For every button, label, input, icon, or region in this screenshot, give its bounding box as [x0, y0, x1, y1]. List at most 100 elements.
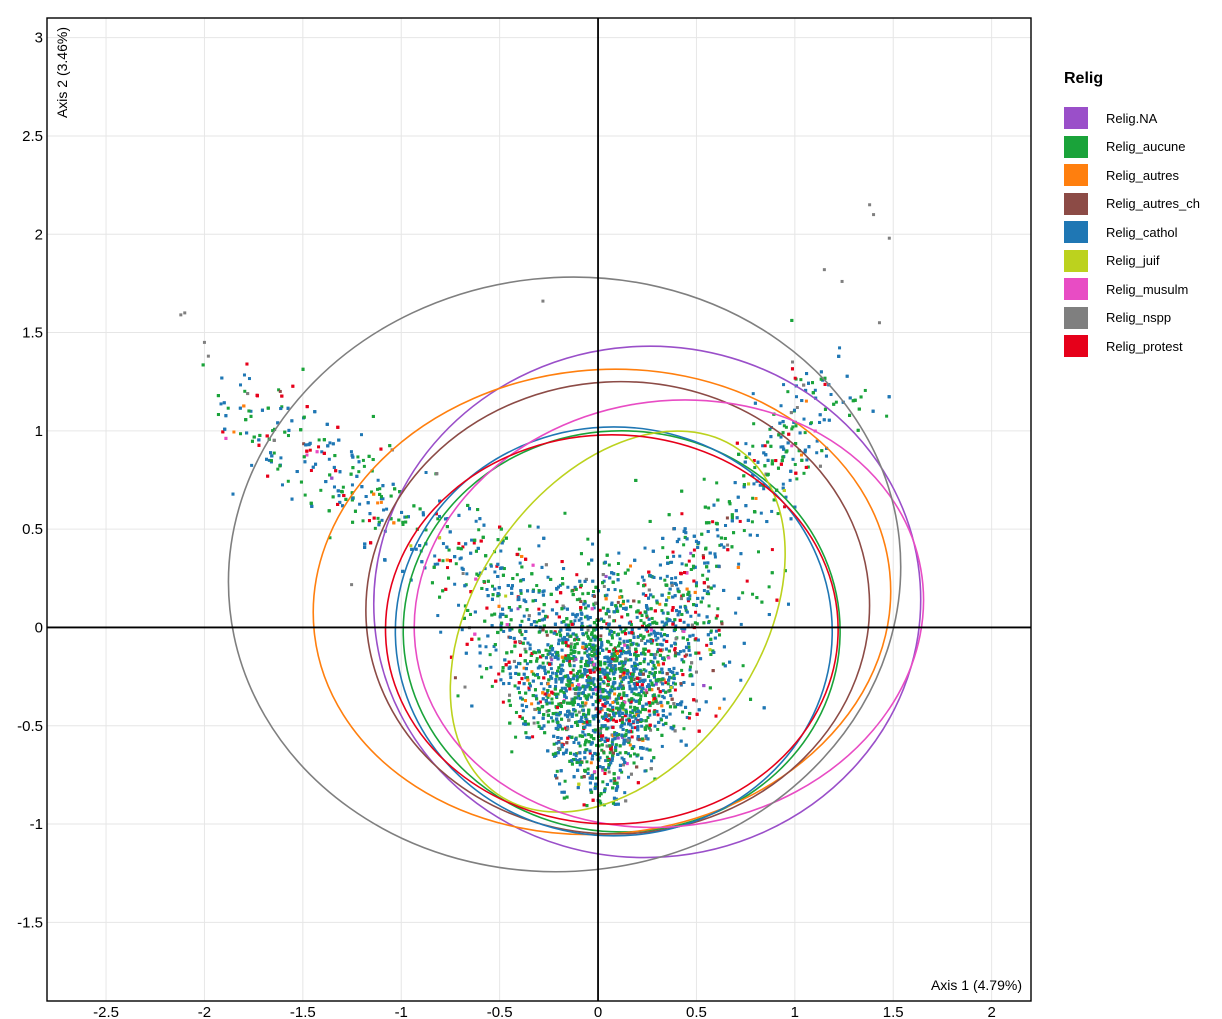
- data-point: [601, 573, 605, 577]
- data-point: [591, 542, 595, 546]
- data-point: [597, 744, 601, 748]
- data-point: [580, 715, 584, 719]
- data-point: [641, 746, 645, 750]
- data-point: [574, 721, 578, 725]
- data-point: [592, 683, 596, 687]
- data-point: [562, 675, 566, 679]
- data-point: [351, 496, 355, 500]
- data-point: [654, 699, 658, 703]
- data-point: [497, 604, 501, 608]
- data-point: [634, 654, 638, 658]
- data-point: [573, 696, 577, 700]
- data-point: [476, 508, 480, 512]
- data-point: [544, 630, 548, 634]
- data-point: [604, 701, 608, 705]
- data-point: [582, 602, 586, 606]
- data-point: [501, 666, 505, 670]
- data-point: [410, 547, 414, 551]
- data-point: [520, 716, 524, 720]
- data-point: [303, 493, 307, 497]
- data-point: [565, 643, 569, 647]
- data-point: [667, 678, 671, 682]
- data-point: [593, 638, 597, 642]
- data-point: [532, 716, 536, 720]
- data-point: [634, 478, 638, 482]
- data-point: [709, 637, 713, 641]
- data-point: [585, 723, 589, 727]
- data-point: [565, 658, 569, 662]
- data-point: [590, 649, 594, 653]
- data-point: [500, 566, 504, 570]
- data-point: [586, 653, 590, 657]
- data-point: [338, 470, 342, 474]
- data-point: [541, 654, 545, 658]
- data-point: [524, 600, 528, 604]
- data-point: [494, 648, 498, 652]
- data-point: [612, 572, 616, 576]
- data-point: [689, 551, 693, 555]
- data-point: [617, 696, 621, 700]
- data-point: [584, 717, 588, 721]
- data-point: [598, 710, 602, 714]
- data-point: [572, 708, 576, 712]
- data-point: [536, 721, 540, 725]
- data-point: [477, 574, 481, 578]
- data-point: [615, 732, 619, 736]
- data-point: [652, 663, 656, 667]
- data-point: [661, 536, 665, 540]
- data-point: [645, 747, 649, 751]
- data-point: [697, 708, 701, 712]
- data-point: [531, 672, 535, 676]
- data-point: [620, 770, 624, 774]
- data-point: [555, 741, 559, 745]
- data-point: [623, 659, 627, 663]
- data-point: [818, 464, 822, 468]
- data-point: [639, 694, 643, 698]
- data-point: [518, 623, 522, 627]
- data-point: [594, 782, 598, 786]
- data-point: [559, 591, 563, 595]
- data-point: [341, 504, 345, 508]
- data-point: [659, 718, 663, 722]
- data-point: [586, 634, 590, 638]
- data-point: [551, 671, 555, 675]
- data-point: [247, 377, 251, 381]
- data-point: [653, 609, 657, 613]
- data-point: [539, 682, 543, 686]
- data-point: [823, 407, 827, 411]
- data-point: [715, 564, 719, 568]
- data-point: [542, 603, 546, 607]
- data-point: [588, 720, 592, 724]
- data-point: [711, 520, 715, 524]
- data-point: [498, 615, 502, 619]
- data-point: [501, 607, 505, 611]
- data-point: [685, 537, 689, 541]
- data-point: [491, 593, 495, 597]
- data-point: [436, 614, 440, 618]
- data-point: [502, 629, 506, 633]
- data-point: [573, 650, 577, 654]
- data-point: [201, 363, 205, 367]
- data-point: [590, 741, 594, 745]
- data-point: [543, 668, 547, 672]
- data-point: [380, 518, 384, 522]
- data-point: [662, 696, 666, 700]
- data-point: [697, 613, 701, 617]
- data-point: [523, 647, 527, 651]
- data-point: [570, 735, 574, 739]
- data-point: [496, 562, 500, 566]
- data-point: [441, 542, 445, 546]
- data-point: [593, 644, 597, 648]
- data-point: [508, 693, 512, 697]
- data-point: [603, 594, 607, 598]
- data-point: [794, 471, 798, 475]
- data-point: [744, 455, 748, 459]
- data-point: [224, 436, 228, 440]
- data-point: [702, 588, 706, 592]
- data-point: [437, 558, 441, 562]
- data-point: [775, 598, 779, 602]
- data-point: [613, 737, 617, 741]
- data-point: [608, 751, 612, 755]
- data-point: [644, 688, 648, 692]
- data-point: [524, 676, 528, 680]
